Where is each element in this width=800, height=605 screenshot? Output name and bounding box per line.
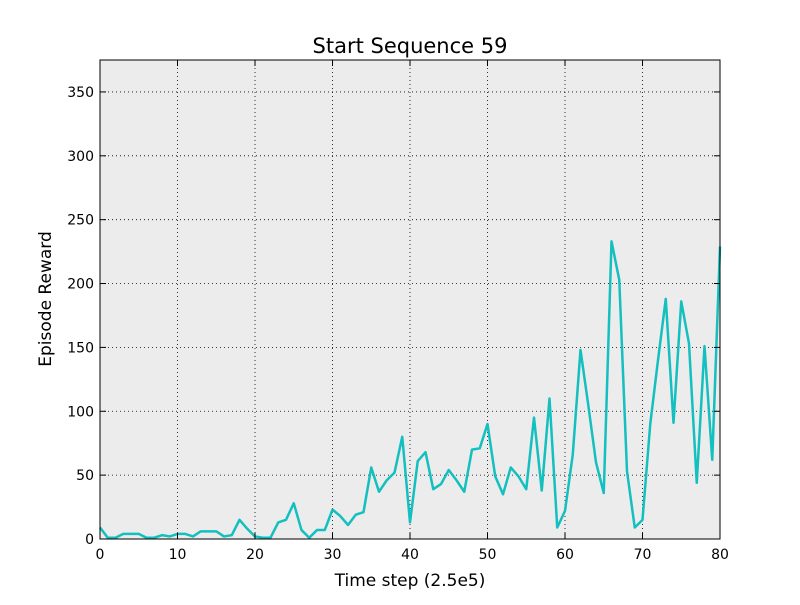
y-axis-label: Episode Reward [36,231,56,366]
y-tick-label: 250 [67,213,94,229]
axis-ticks: 0 10 20 30 40 50 60 70 80 0 50 100 150 200 250 300 350 [67,60,729,563]
series-layer [99,240,722,539]
y-tick-label: 300 [67,149,94,165]
x-tick-label: 70 [634,547,652,563]
x-tick-label: 80 [711,547,729,563]
y-tick-label: 350 [67,85,94,101]
y-tick-label: 50 [76,468,94,484]
plot-area [100,60,720,539]
x-tick-label: 20 [246,547,264,563]
x-tick-label: 10 [169,547,187,563]
y-tick-label: 0 [85,532,94,548]
x-tick-label: 50 [479,547,497,563]
x-tick-label: 40 [401,547,419,563]
series-line-1 [99,240,722,539]
x-tick-label: 30 [324,547,342,563]
chart-title: Start Sequence 59 [313,34,508,58]
y-tick-label: 100 [67,404,94,420]
x-tick-label: 0 [96,547,105,563]
y-tick-label: 150 [67,340,94,356]
x-tick-label: 60 [556,547,574,563]
x-axis-label: Time step (2.5e5) [334,571,486,591]
y-tick-label: 200 [67,277,94,293]
